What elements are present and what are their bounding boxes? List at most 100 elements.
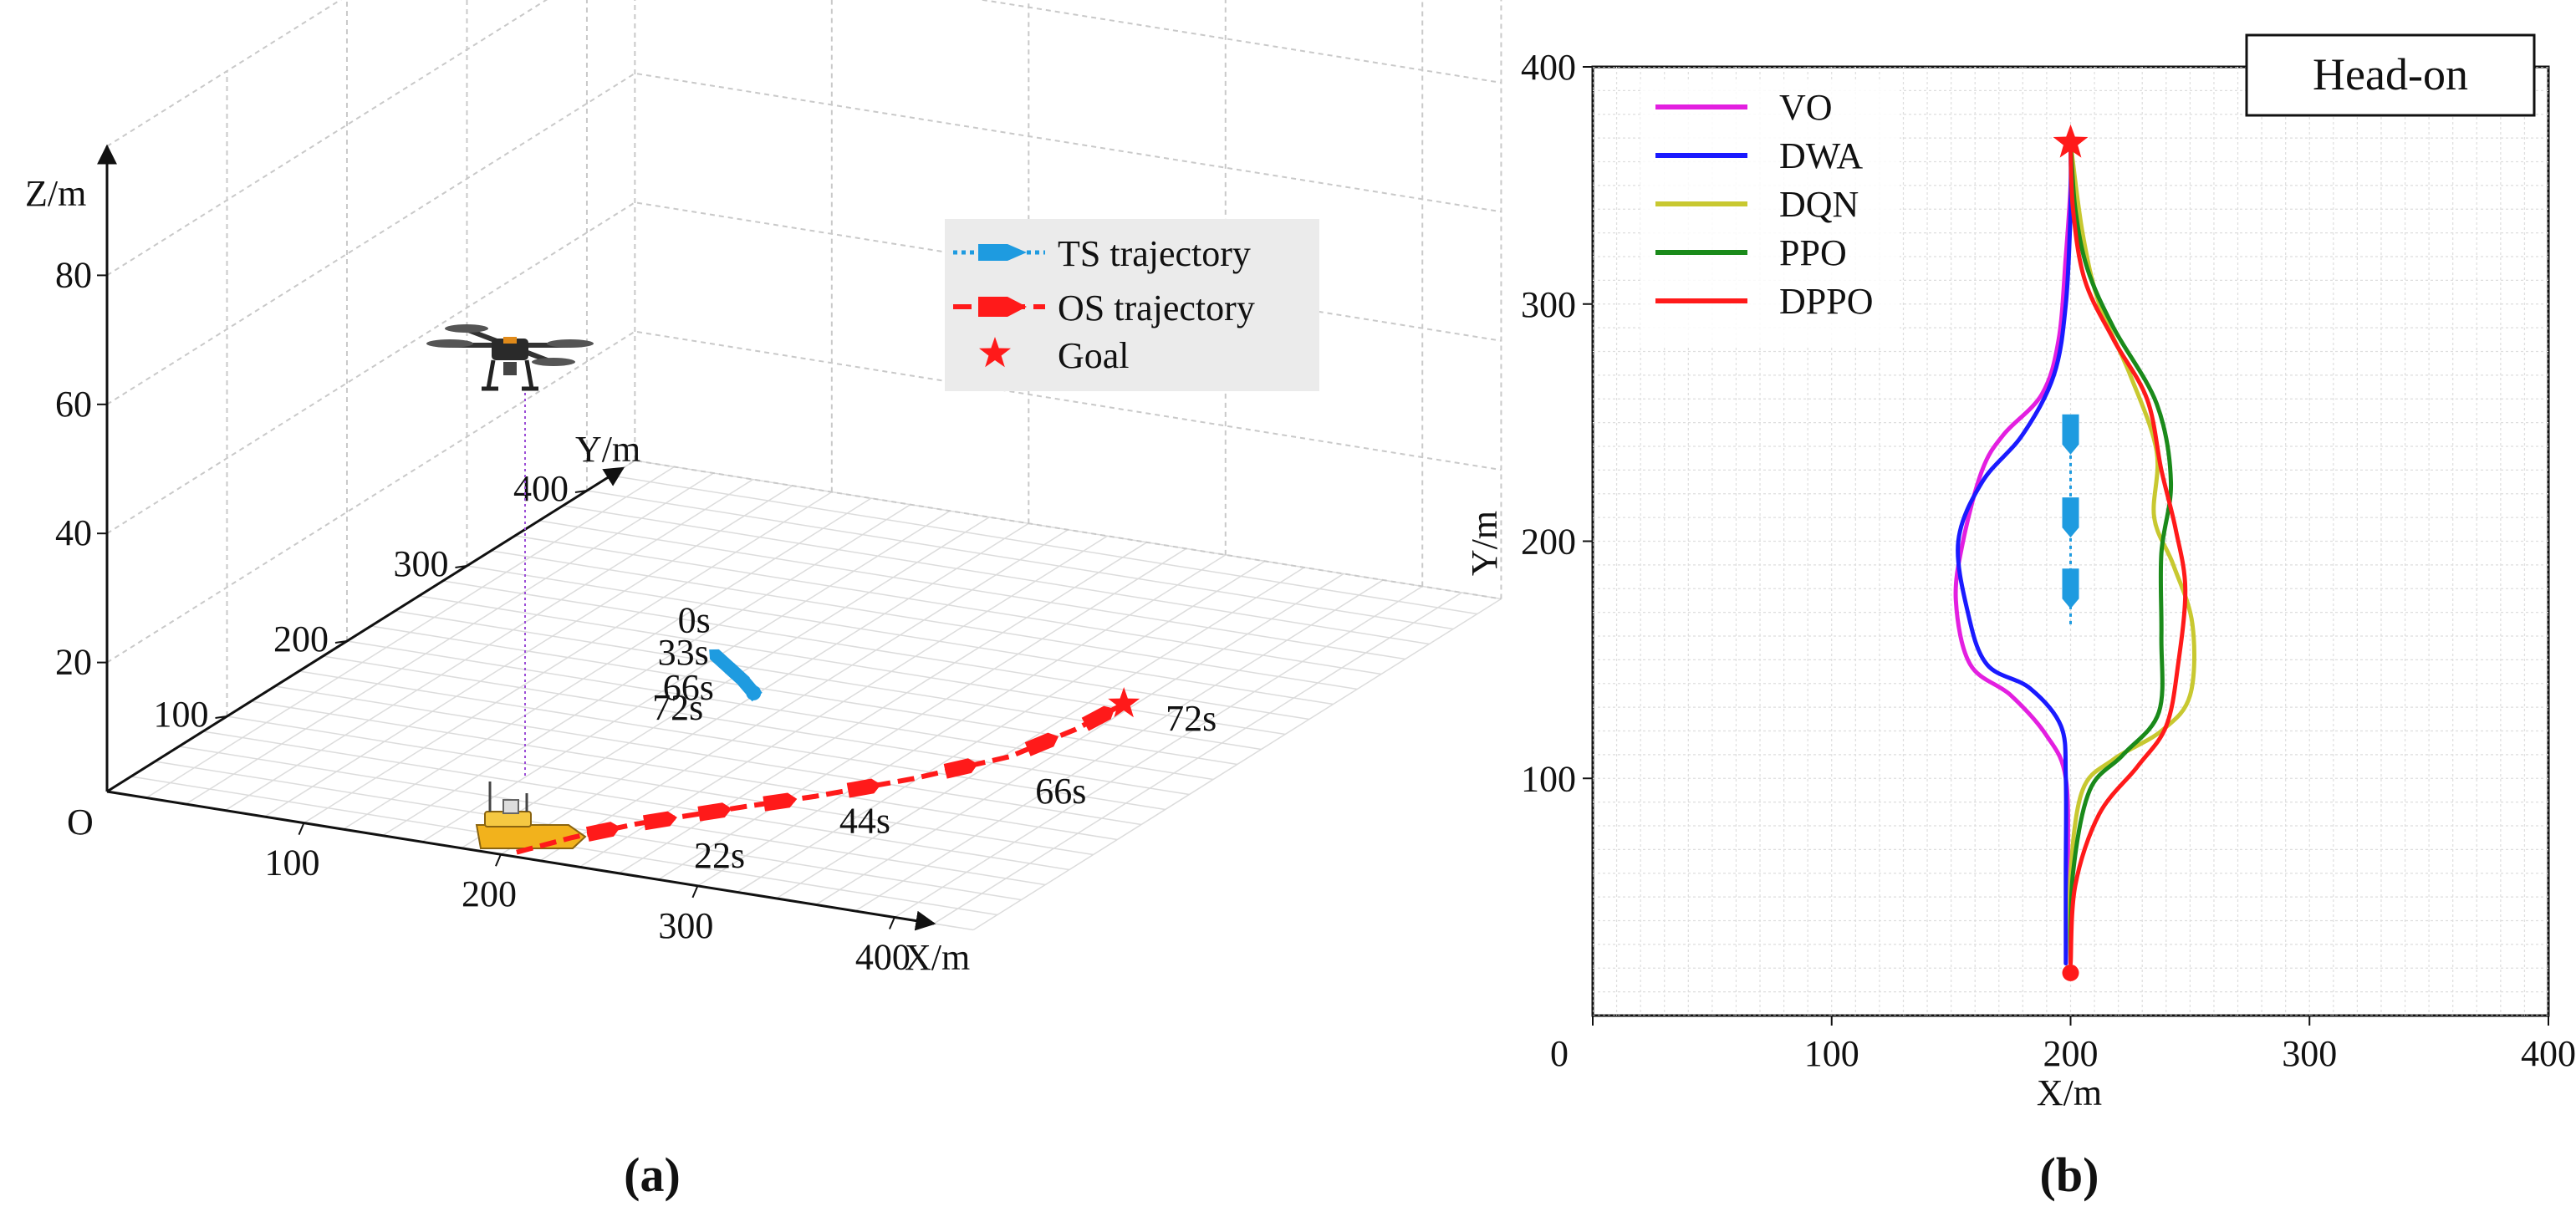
y-tick-label: 200 bbox=[273, 619, 329, 659]
wall-grid-line bbox=[106, 459, 1502, 792]
legend-ts-arrow-icon bbox=[978, 244, 1027, 261]
floor-grid-line bbox=[894, 585, 1423, 919]
panel-b-y-tick-label: 200 bbox=[1521, 522, 1576, 563]
os-time-label: 66s bbox=[1035, 771, 1086, 812]
panel-a-3d-chart: 20 40 60 80 100 200 300 400 100 200 300 400 Z/m X/m… bbox=[25, 0, 1502, 978]
floor-grid-line bbox=[395, 610, 1262, 751]
y-tick-mark bbox=[334, 640, 348, 644]
panel-b-legend-dqn-label: DQN bbox=[1779, 184, 1859, 225]
panel-b-legend-dwa-label: DWA bbox=[1779, 135, 1863, 176]
panel-a-caption: (a) bbox=[624, 1148, 681, 1202]
floor-grid-line bbox=[514, 535, 1382, 675]
floor-grid-line bbox=[442, 580, 1309, 720]
x-tick-mark bbox=[888, 917, 895, 929]
panel-a-ticks: 20 40 60 80 100 200 300 400 100 200 300 400 bbox=[55, 254, 911, 977]
os-heading-arrow bbox=[697, 802, 732, 822]
x-axis-label: X/m bbox=[905, 937, 970, 978]
floor-grid-line bbox=[418, 595, 1286, 736]
panel-b-ts-arrow bbox=[2062, 497, 2079, 538]
os-time-label: 72s bbox=[1166, 698, 1217, 739]
os-heading-arrow bbox=[943, 758, 978, 779]
panel-b-x-axis-label: X/m bbox=[2037, 1072, 2102, 1113]
y-tick-label: 100 bbox=[153, 694, 208, 735]
floor-grid-line bbox=[697, 554, 1227, 887]
legend-goal-label: Goal bbox=[1058, 335, 1130, 376]
floor-grid-line bbox=[933, 592, 1462, 924]
usv-boat-icon bbox=[475, 782, 587, 849]
x-axis-line bbox=[106, 790, 936, 931]
legend-os-label: OS trajectory bbox=[1058, 288, 1255, 328]
panel-b-title: Head-on bbox=[2313, 49, 2468, 99]
panel-b-y-tick-label: 100 bbox=[1521, 758, 1576, 799]
panel-b-legend-dppo-label: DPPO bbox=[1779, 281, 1874, 322]
panel-b-x-tick-label: 400 bbox=[2521, 1033, 2576, 1074]
panel-b-start-dot bbox=[2062, 964, 2079, 981]
wall-grid-line bbox=[106, 0, 342, 147]
panel-b-series-dwa-line bbox=[1956, 140, 2074, 966]
os-heading-arrow bbox=[1024, 732, 1059, 756]
wall-grid-line bbox=[106, 72, 1502, 405]
floor-grid-line bbox=[610, 475, 1477, 615]
wall-grid-line bbox=[106, 330, 1502, 664]
panel-b-y-tick-label: 400 bbox=[1521, 47, 1576, 88]
os-heading-arrow bbox=[1081, 705, 1115, 731]
panel-b-legend: VO DWA DQN PPO DPPO bbox=[1640, 82, 1900, 348]
panel-b-y-tick-label: 300 bbox=[1521, 284, 1576, 325]
z-axis-label: Z/m bbox=[25, 173, 86, 214]
os-time-label: 44s bbox=[839, 801, 890, 842]
panel-b-legend-ppo-label: PPO bbox=[1779, 232, 1847, 273]
panel-b-y-axis-label: Y/m bbox=[1464, 511, 1505, 576]
panel-a-axes bbox=[97, 144, 936, 931]
ts-time-label: 0s bbox=[678, 599, 711, 640]
wall-grid-line bbox=[106, 0, 1502, 277]
panel-b-legend-vo-label: VO bbox=[1779, 87, 1833, 128]
panel-b-x-tick-label: 300 bbox=[2282, 1033, 2337, 1074]
panel-b-x-tick-label: 100 bbox=[1804, 1033, 1859, 1074]
panel-b-ts-arrow bbox=[2062, 414, 2079, 455]
panel-b-series bbox=[1953, 124, 2196, 981]
os-heading-arrow bbox=[763, 792, 798, 812]
floor-grid-line bbox=[815, 573, 1344, 906]
y-tick-mark bbox=[455, 565, 467, 568]
floor-grid-line bbox=[737, 560, 1266, 894]
floor-grid-line bbox=[491, 550, 1358, 690]
legend-goal-star-icon bbox=[979, 337, 1011, 368]
z-tick-label: 20 bbox=[55, 642, 92, 683]
panel-b-x-tick-label: 0 bbox=[1550, 1033, 1569, 1074]
y-tick-mark bbox=[215, 715, 227, 719]
panel-a-grid bbox=[106, 0, 1502, 931]
os-heading-arrow bbox=[846, 778, 881, 798]
x-tick-mark bbox=[495, 853, 502, 867]
y-axis-label: Y/m bbox=[575, 429, 640, 470]
os-time-label: 22s bbox=[694, 835, 745, 876]
z-tick-label: 60 bbox=[55, 384, 92, 425]
panel-a-legend: TS trajectory OS trajectory Goal bbox=[945, 219, 1319, 391]
panel-b-goal-star-icon bbox=[2053, 124, 2089, 158]
x-tick-label: 300 bbox=[658, 905, 713, 946]
origin-label: O bbox=[67, 802, 94, 843]
z-tick-label: 40 bbox=[55, 512, 92, 553]
panel-b-caption: (b) bbox=[2040, 1148, 2099, 1202]
y-tick-label: 400 bbox=[513, 468, 569, 509]
ts-time-label: 33s bbox=[658, 632, 709, 673]
goal-star-icon bbox=[1108, 687, 1140, 718]
y-tick-mark bbox=[574, 490, 588, 493]
floor-grid-line bbox=[854, 579, 1384, 912]
panel-b-series-ppo-line bbox=[2068, 140, 2174, 966]
floor-grid-line bbox=[586, 490, 1454, 630]
ts-time-label: 66s bbox=[663, 667, 714, 708]
z-tick-label: 80 bbox=[55, 254, 92, 295]
panel-b-2d-chart: 0 100 200 300 400 100 200 300 400 X/m Y/m Head-o… bbox=[1464, 33, 2576, 1113]
floor-grid-line bbox=[657, 547, 1187, 880]
os-heading-arrow bbox=[643, 811, 677, 831]
floor-grid-line bbox=[370, 625, 1237, 766]
panel-b-ts-arrow bbox=[2062, 568, 2079, 609]
floor-grid-line bbox=[467, 565, 1334, 705]
floor-grid-line bbox=[776, 567, 1305, 899]
legend-os-arrow-icon bbox=[978, 297, 1027, 317]
floor-grid-line bbox=[538, 520, 1405, 660]
y-tick-label: 300 bbox=[393, 543, 448, 584]
panel-b-x-tick-label: 200 bbox=[2043, 1033, 2099, 1074]
